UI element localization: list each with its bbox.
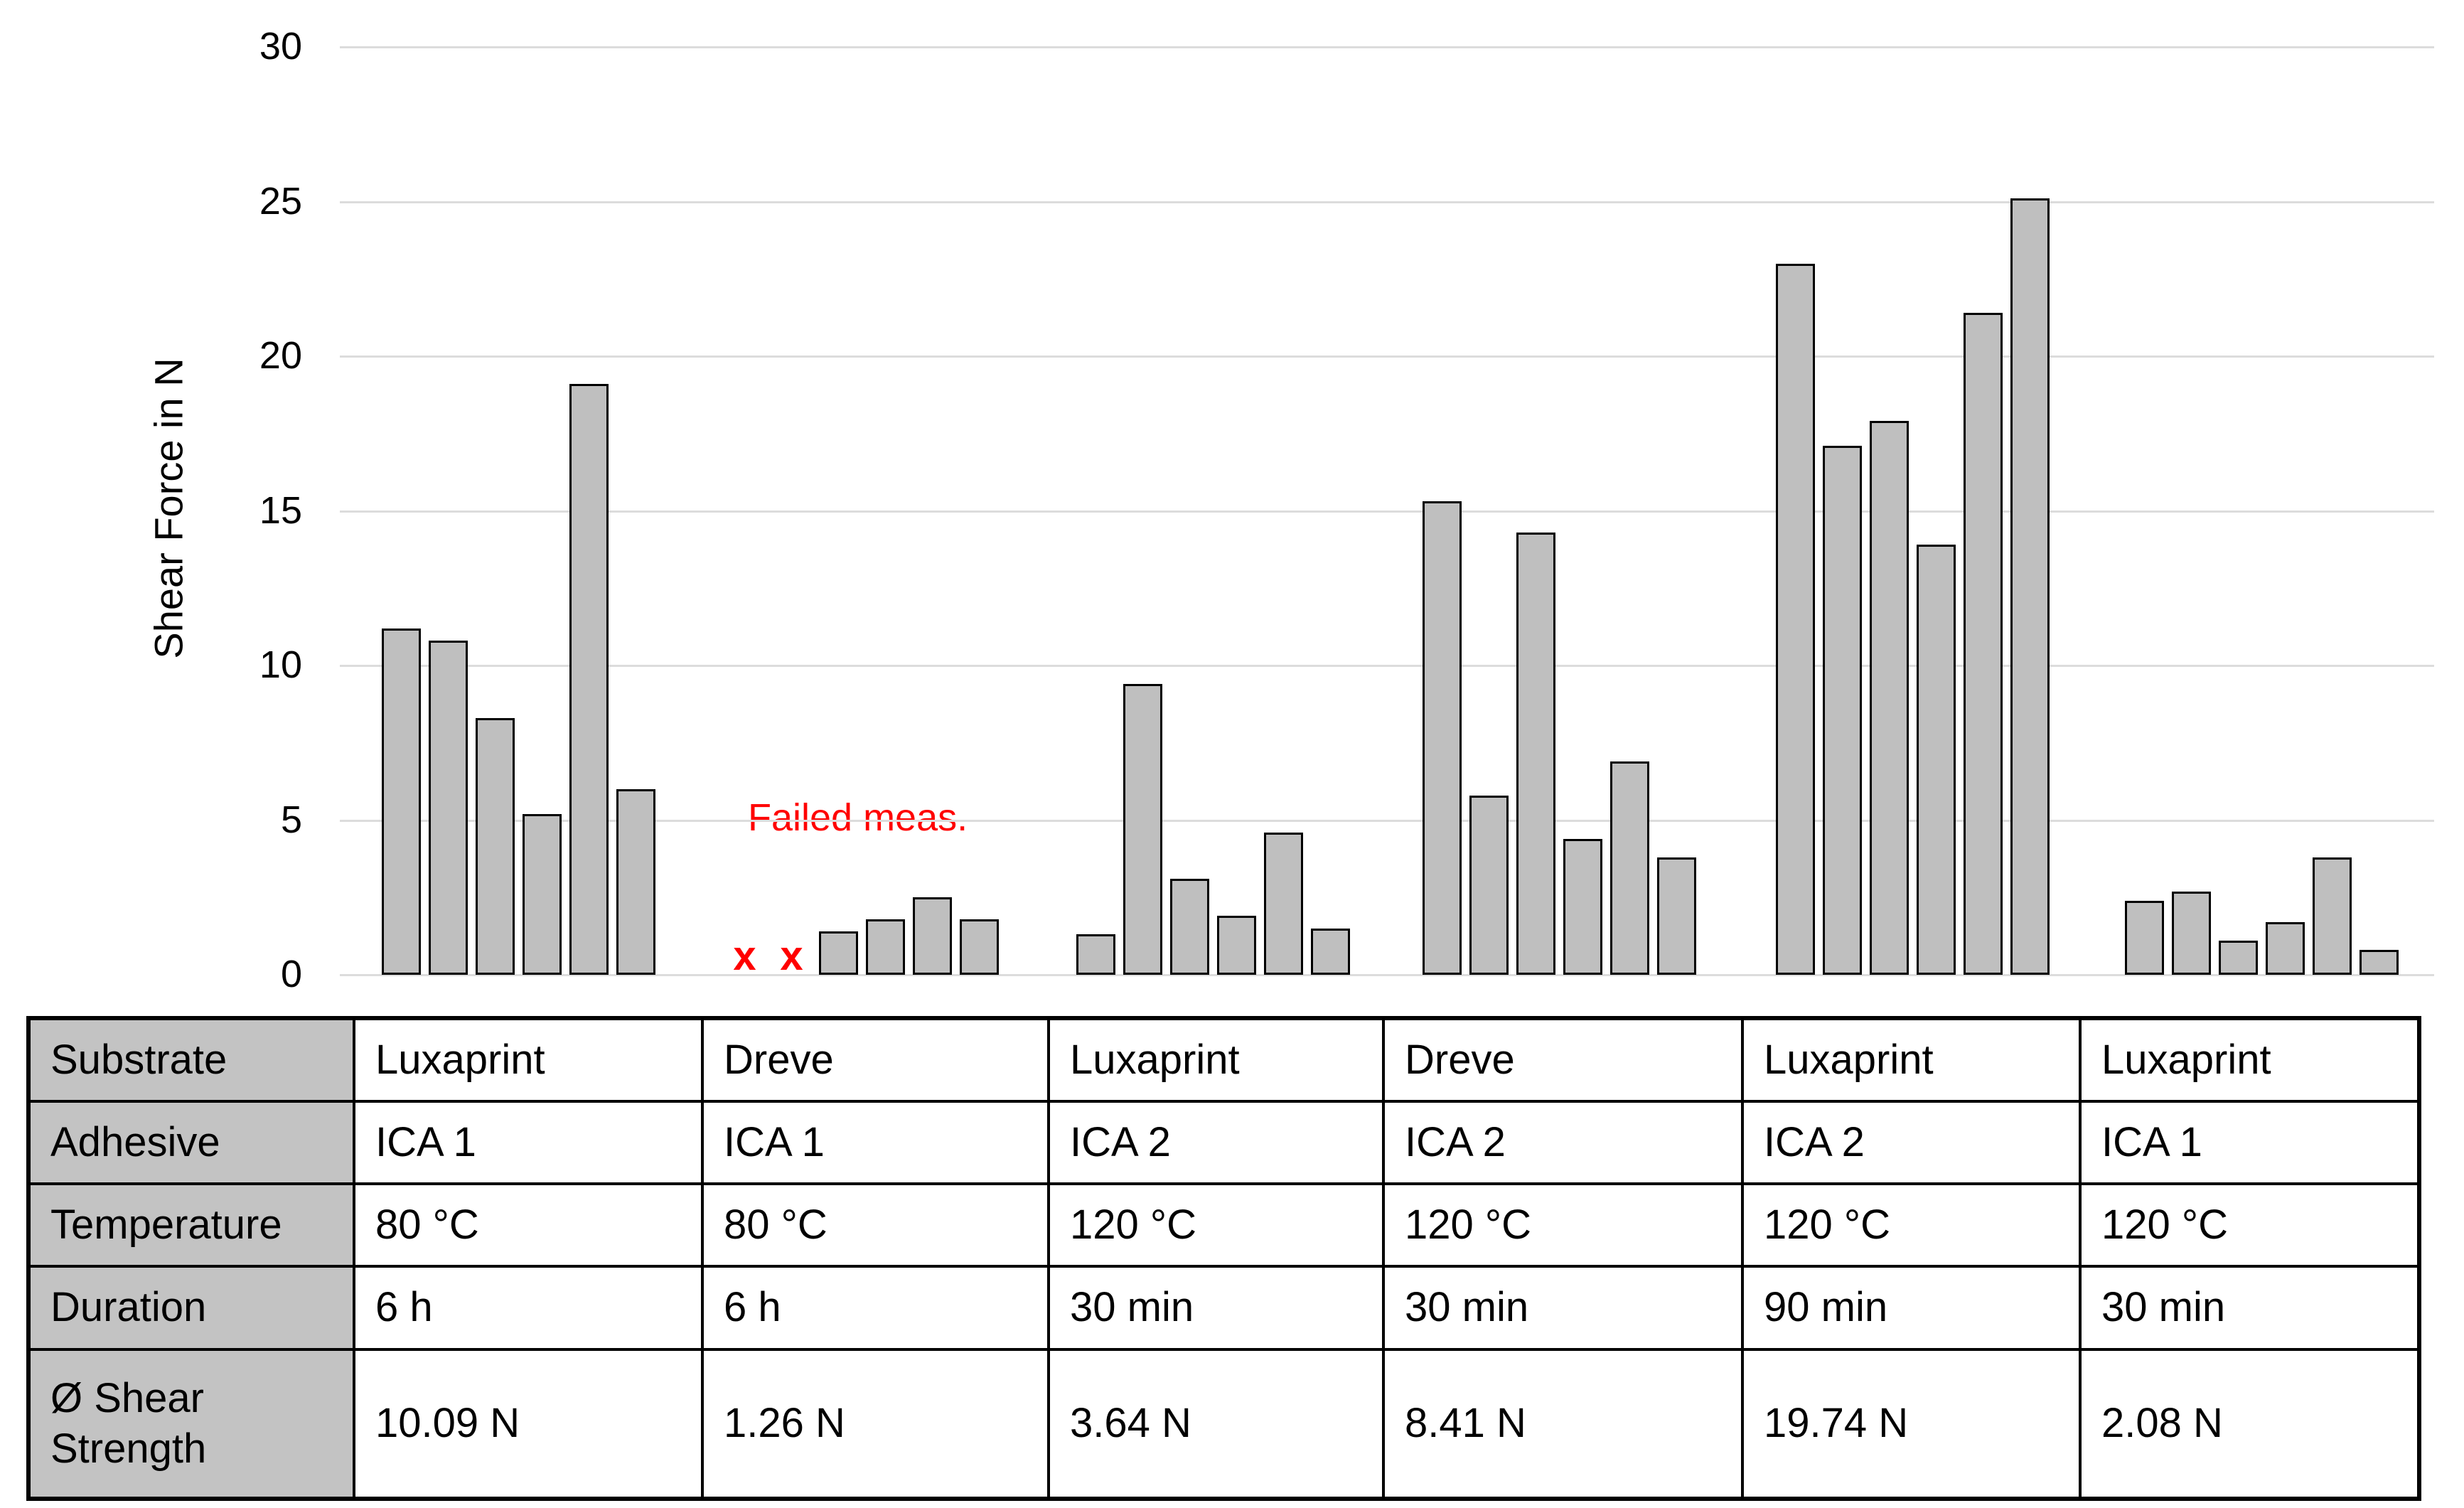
bar-group4-sample5	[1610, 761, 1649, 975]
cell-temperature-col3: 120 °C	[1047, 1182, 1385, 1268]
bar-group5-sample4	[1917, 545, 1956, 975]
bar-group6-sample2	[2172, 891, 2211, 975]
bar-group3-sample3	[1170, 879, 1209, 975]
failed-measurement-annotation: Failed meas.	[748, 796, 968, 839]
cell-duration-col5: 90 min	[1741, 1265, 2082, 1351]
cell-adhesive-col3: ICA 2	[1047, 1100, 1385, 1185]
bar-group3-sample4	[1217, 916, 1256, 975]
row-label-substrate: Substrate	[27, 1017, 355, 1103]
row-label-adhesive: Adhesive	[27, 1100, 355, 1185]
bar-group2-sample6	[960, 919, 999, 975]
gridline-25	[340, 200, 2434, 203]
cell-substrate-col2: Dreve	[701, 1017, 1050, 1103]
bar-group6-sample6	[2359, 950, 2399, 975]
cell-substrate-col6: Luxaprint	[2079, 1017, 2421, 1103]
bar-group6-sample4	[2266, 922, 2305, 975]
y-tick-label-0: 0	[280, 952, 302, 995]
bar-group5-sample3	[1870, 421, 1909, 975]
bar-group3-sample6	[1311, 928, 1350, 975]
cell-duration-col1: 6 h	[353, 1265, 704, 1351]
cell-avg_shear_strength-col2: 1.26 N	[701, 1348, 1050, 1500]
bar-group6-sample5	[2313, 857, 2352, 975]
gridline-5	[340, 819, 2434, 822]
y-tick-label-30: 30	[259, 24, 302, 68]
bar-group2-sample5	[913, 897, 952, 975]
cell-avg_shear_strength-col5: 19.74 N	[1741, 1348, 2082, 1500]
cell-temperature-col1: 80 °C	[353, 1182, 704, 1268]
cell-adhesive-col5: ICA 2	[1741, 1100, 2082, 1185]
bar-group1-sample3	[476, 717, 515, 975]
bar-group4-sample2	[1469, 795, 1509, 975]
cell-duration-col4: 30 min	[1382, 1265, 1744, 1351]
failed-measurement-x-icon: x	[733, 933, 756, 979]
gridline-10	[340, 665, 2434, 667]
cell-substrate-col3: Luxaprint	[1047, 1017, 1385, 1103]
cell-duration-col3: 30 min	[1047, 1265, 1385, 1351]
bar-group4-sample1	[1423, 501, 1462, 975]
bar-group3-sample5	[1264, 832, 1303, 975]
row-label-temperature: Temperature	[27, 1182, 355, 1268]
cell-temperature-col4: 120 °C	[1382, 1182, 1744, 1268]
bar-group1-sample1	[382, 628, 421, 975]
cell-avg_shear_strength-col1: 10.09 N	[353, 1348, 704, 1500]
gridline-30	[340, 46, 2434, 48]
cell-adhesive-col6: ICA 1	[2079, 1100, 2421, 1185]
bar-group5-sample1	[1776, 263, 1815, 975]
cell-duration-col2: 6 h	[701, 1265, 1050, 1351]
cell-adhesive-col1: ICA 1	[353, 1100, 704, 1185]
bar-group4-sample6	[1657, 857, 1696, 975]
cell-substrate-col5: Luxaprint	[1741, 1017, 2082, 1103]
bar-group2-sample3	[819, 931, 858, 975]
gridline-0	[340, 974, 2434, 976]
gridline-20	[340, 355, 2434, 358]
bar-group4-sample3	[1516, 532, 1555, 975]
bar-group5-sample2	[1823, 446, 1862, 975]
y-tick-label-20: 20	[259, 333, 302, 377]
cell-adhesive-col2: ICA 1	[701, 1100, 1050, 1185]
row-label-duration: Duration	[27, 1265, 355, 1351]
cell-temperature-col5: 120 °C	[1741, 1182, 2082, 1268]
cell-substrate-col4: Dreve	[1382, 1017, 1744, 1103]
cell-adhesive-col4: ICA 2	[1382, 1100, 1744, 1185]
bar-group3-sample2	[1123, 684, 1162, 975]
y-tick-label-25: 25	[259, 179, 302, 223]
bar-group2-sample4	[866, 919, 905, 975]
bar-group1-sample6	[616, 789, 655, 975]
bar-group5-sample6	[2010, 198, 2050, 975]
failed-measurement-x-icon: x	[780, 933, 803, 979]
cell-temperature-col2: 80 °C	[701, 1182, 1050, 1268]
bar-group6-sample1	[2125, 900, 2164, 975]
cell-avg_shear_strength-col6: 2.08 N	[2079, 1348, 2421, 1500]
bar-group3-sample1	[1076, 934, 1115, 975]
bar-group1-sample5	[569, 384, 609, 975]
y-tick-label-15: 15	[259, 488, 302, 532]
bar-group1-sample4	[523, 813, 562, 975]
y-tick-label-10: 10	[259, 643, 302, 686]
cell-temperature-col6: 120 °C	[2079, 1182, 2421, 1268]
cell-substrate-col1: Luxaprint	[353, 1017, 704, 1103]
bar-group4-sample4	[1563, 838, 1602, 975]
bar-group1-sample2	[429, 641, 468, 975]
y-tick-label-5: 5	[280, 798, 302, 841]
y-axis-title: Shear Force in N	[146, 358, 191, 659]
row-label-avg_shear_strength: Ø Shear Strength	[27, 1348, 355, 1500]
cell-duration-col6: 30 min	[2079, 1265, 2421, 1351]
conditions-table: Substrate Luxaprint Dreve Luxaprint Dreve Lux…	[26, 1016, 2421, 1501]
bar-group6-sample3	[2219, 941, 2258, 975]
cell-avg_shear_strength-col3: 3.64 N	[1047, 1348, 1385, 1500]
gridline-15	[340, 510, 2434, 513]
bar-group5-sample5	[1964, 313, 2003, 975]
cell-avg_shear_strength-col4: 8.41 N	[1382, 1348, 1744, 1500]
